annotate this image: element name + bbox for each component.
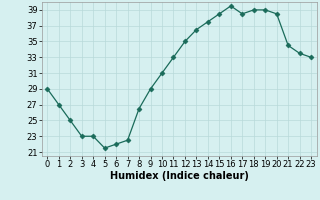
X-axis label: Humidex (Indice chaleur): Humidex (Indice chaleur) <box>110 171 249 181</box>
